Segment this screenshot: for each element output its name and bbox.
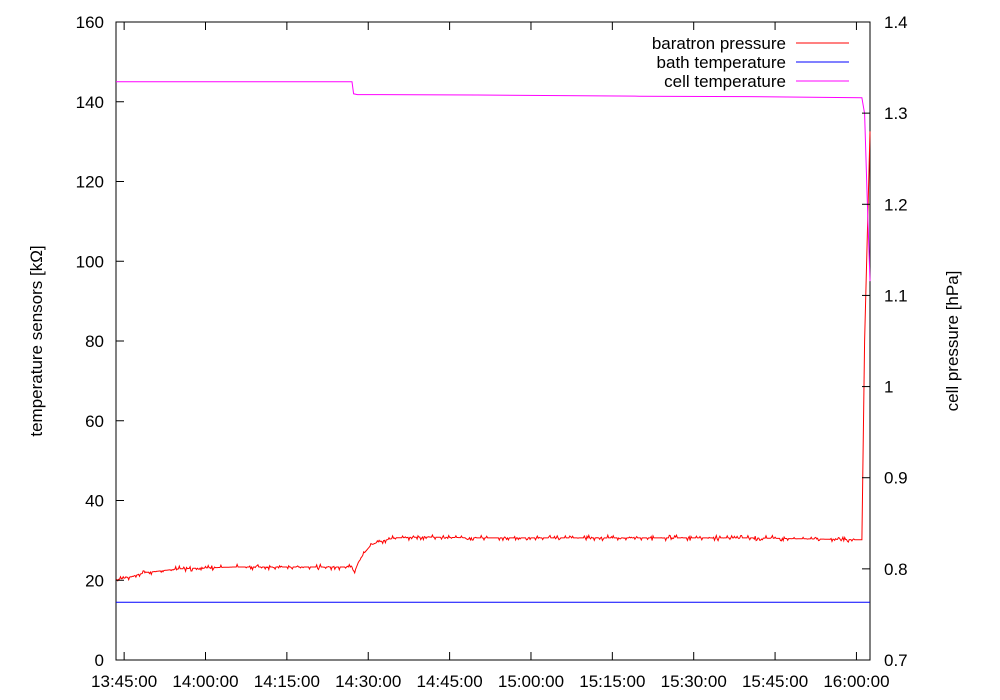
y-left-tick-label: 140 (76, 93, 104, 112)
plot-frame (115, 21, 871, 661)
ticks-layer: 0 20 40 60 80 100 120 140 160 0.7 0.8 0.9 1 1.1 1.2 1.3… (76, 13, 908, 691)
y-right-tick-label: 1 (884, 378, 893, 397)
y-left-tick-label: 120 (76, 173, 104, 192)
y-left-tick-label: 0 (95, 651, 104, 670)
x-tick-label: 15:30:00 (661, 672, 727, 691)
y-right-tick-label: 0.8 (884, 560, 908, 579)
x-tick-label: 13:45:00 (91, 672, 157, 691)
plot-border (115, 21, 871, 661)
x-tick-label: 16:00:00 (823, 672, 889, 691)
x-tick-label: 14:00:00 (172, 672, 238, 691)
x-tick-label: 14:30:00 (335, 672, 401, 691)
y-left-tick-label: 100 (76, 252, 104, 271)
legend-label: cell temperature (664, 72, 786, 91)
y-right-tick-label: 1.3 (884, 104, 908, 123)
x-tick-label: 15:45:00 (742, 672, 808, 691)
y-right-tick-label: 0.7 (884, 651, 908, 670)
x-tick-label: 15:00:00 (498, 672, 564, 691)
series-line-cell-temperature (116, 81, 871, 282)
legend-label: baratron pressure (652, 34, 786, 53)
legend-label: bath temperature (657, 53, 786, 72)
series-layer (115, 81, 871, 603)
x-tick-label: 14:45:00 (417, 672, 483, 691)
x-tick-label: 15:15:00 (579, 672, 645, 691)
y-right-tick-label: 1.2 (884, 195, 908, 214)
y-left-tick-label: 40 (85, 492, 104, 511)
series-line-baratron-pressure (115, 131, 871, 582)
y-left-tick-label: 60 (85, 412, 104, 431)
y-right-tick-label: 1.1 (884, 286, 908, 305)
y-left-tick-label: 160 (76, 13, 104, 32)
y-left-tick-label: 80 (85, 332, 104, 351)
y-right-axis-title: cell pressure [hPa] (943, 271, 962, 412)
y-right-tick-label: 0.9 (884, 469, 908, 488)
x-tick-label: 14:15:00 (254, 672, 320, 691)
y-right-tick-label: 1.4 (884, 13, 908, 32)
y-left-tick-label: 20 (85, 571, 104, 590)
y-left-axis-title: temperature sensors [kΩ] (27, 245, 46, 436)
